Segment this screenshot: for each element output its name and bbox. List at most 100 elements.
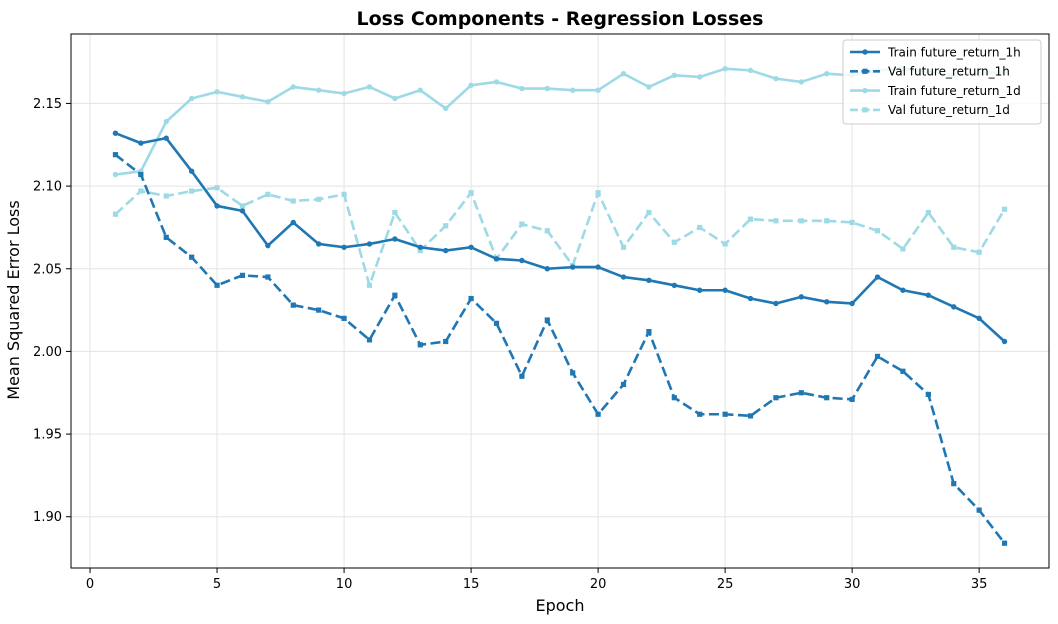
data-point bbox=[138, 171, 144, 178]
data-point bbox=[163, 135, 169, 141]
data-point bbox=[239, 208, 246, 214]
data-point bbox=[544, 266, 550, 272]
data-point bbox=[697, 287, 703, 293]
x-axis-label: Epoch bbox=[536, 596, 585, 615]
data-point bbox=[1001, 338, 1008, 345]
data-point bbox=[188, 95, 195, 102]
data-point bbox=[925, 391, 931, 398]
data-point bbox=[798, 218, 804, 224]
data-point bbox=[620, 70, 627, 77]
y-tick-label: 1.95 bbox=[33, 428, 62, 443]
legend-label: Val future_return_1d bbox=[888, 103, 1010, 117]
data-point bbox=[392, 95, 398, 102]
data-point bbox=[468, 295, 474, 302]
data-point bbox=[366, 84, 373, 90]
data-point bbox=[570, 264, 576, 270]
series-train-future-return-1h bbox=[112, 130, 1008, 345]
data-point bbox=[925, 292, 932, 298]
data-point bbox=[468, 190, 474, 196]
data-point bbox=[798, 390, 804, 396]
series-line bbox=[114, 131, 1006, 343]
x-tick-label: 0 bbox=[86, 577, 94, 592]
y-axis-label: Mean Squared Error Loss bbox=[4, 200, 23, 399]
data-point bbox=[341, 90, 347, 97]
data-point bbox=[900, 368, 906, 374]
data-point bbox=[849, 300, 855, 307]
data-point bbox=[493, 320, 500, 326]
x-tick-label: 20 bbox=[590, 577, 607, 592]
data-point bbox=[392, 236, 398, 242]
data-point bbox=[315, 87, 322, 93]
x-tick-label: 35 bbox=[971, 577, 988, 592]
data-point bbox=[646, 328, 652, 335]
data-point bbox=[519, 85, 525, 92]
data-point bbox=[620, 274, 627, 280]
series-layer bbox=[112, 66, 1008, 546]
data-point bbox=[798, 294, 805, 300]
data-point bbox=[925, 209, 931, 216]
chart-title: Loss Components - Regression Losses bbox=[357, 8, 764, 30]
data-point bbox=[392, 209, 398, 216]
data-point bbox=[316, 307, 322, 313]
data-point bbox=[112, 211, 119, 217]
x-tick-label: 25 bbox=[717, 577, 734, 592]
data-point bbox=[570, 87, 576, 93]
legend-item: Train future_return_1d bbox=[850, 84, 1021, 98]
legend-marker bbox=[862, 87, 868, 94]
data-point bbox=[290, 198, 296, 204]
data-point bbox=[417, 244, 423, 250]
data-point bbox=[722, 411, 728, 417]
series-line bbox=[114, 186, 1006, 287]
data-point bbox=[341, 191, 347, 197]
x-tick-label: 15 bbox=[463, 577, 480, 592]
data-point bbox=[239, 272, 246, 278]
data-point bbox=[290, 219, 296, 226]
data-point bbox=[976, 507, 982, 513]
data-point bbox=[595, 411, 601, 417]
legend-marker bbox=[862, 68, 868, 74]
data-point bbox=[214, 89, 220, 95]
data-point bbox=[544, 317, 550, 323]
data-point bbox=[773, 395, 779, 401]
legend: Train future_return_1h Val future_return_… bbox=[842, 39, 1042, 125]
data-point bbox=[824, 395, 830, 401]
data-point bbox=[824, 70, 830, 77]
data-point bbox=[366, 282, 373, 288]
y-tick-label: 2.15 bbox=[33, 97, 62, 112]
data-point bbox=[519, 257, 525, 264]
data-point bbox=[697, 74, 703, 80]
legend-label: Val future_return_1h bbox=[888, 65, 1010, 79]
data-point bbox=[265, 274, 271, 280]
data-point bbox=[874, 274, 881, 280]
y-tick-label: 1.90 bbox=[33, 510, 62, 525]
data-point bbox=[595, 264, 601, 270]
data-point bbox=[620, 244, 627, 250]
legend-item: Train future_return_1h bbox=[850, 45, 1021, 59]
legend-marker bbox=[862, 107, 868, 113]
data-point bbox=[112, 152, 119, 158]
data-point bbox=[646, 277, 652, 284]
data-point bbox=[722, 241, 728, 247]
legend-item: Val future_return_1d bbox=[850, 103, 1010, 117]
data-point bbox=[468, 244, 474, 250]
x-tick-label: 30 bbox=[844, 577, 861, 592]
legend-label: Train future_return_1d bbox=[887, 84, 1021, 98]
data-point bbox=[874, 228, 881, 234]
data-point bbox=[417, 247, 423, 254]
data-point bbox=[620, 381, 627, 388]
data-point bbox=[773, 218, 779, 224]
data-point bbox=[773, 75, 779, 82]
data-point bbox=[595, 87, 601, 93]
data-point bbox=[900, 246, 906, 252]
data-point bbox=[265, 242, 271, 249]
data-point bbox=[163, 118, 169, 125]
data-point bbox=[595, 190, 601, 196]
data-point bbox=[189, 188, 195, 194]
data-point bbox=[671, 282, 678, 288]
data-point bbox=[417, 87, 423, 93]
data-point bbox=[417, 342, 423, 348]
legend-box bbox=[842, 39, 1042, 125]
data-point bbox=[951, 304, 957, 310]
data-point bbox=[290, 302, 296, 308]
